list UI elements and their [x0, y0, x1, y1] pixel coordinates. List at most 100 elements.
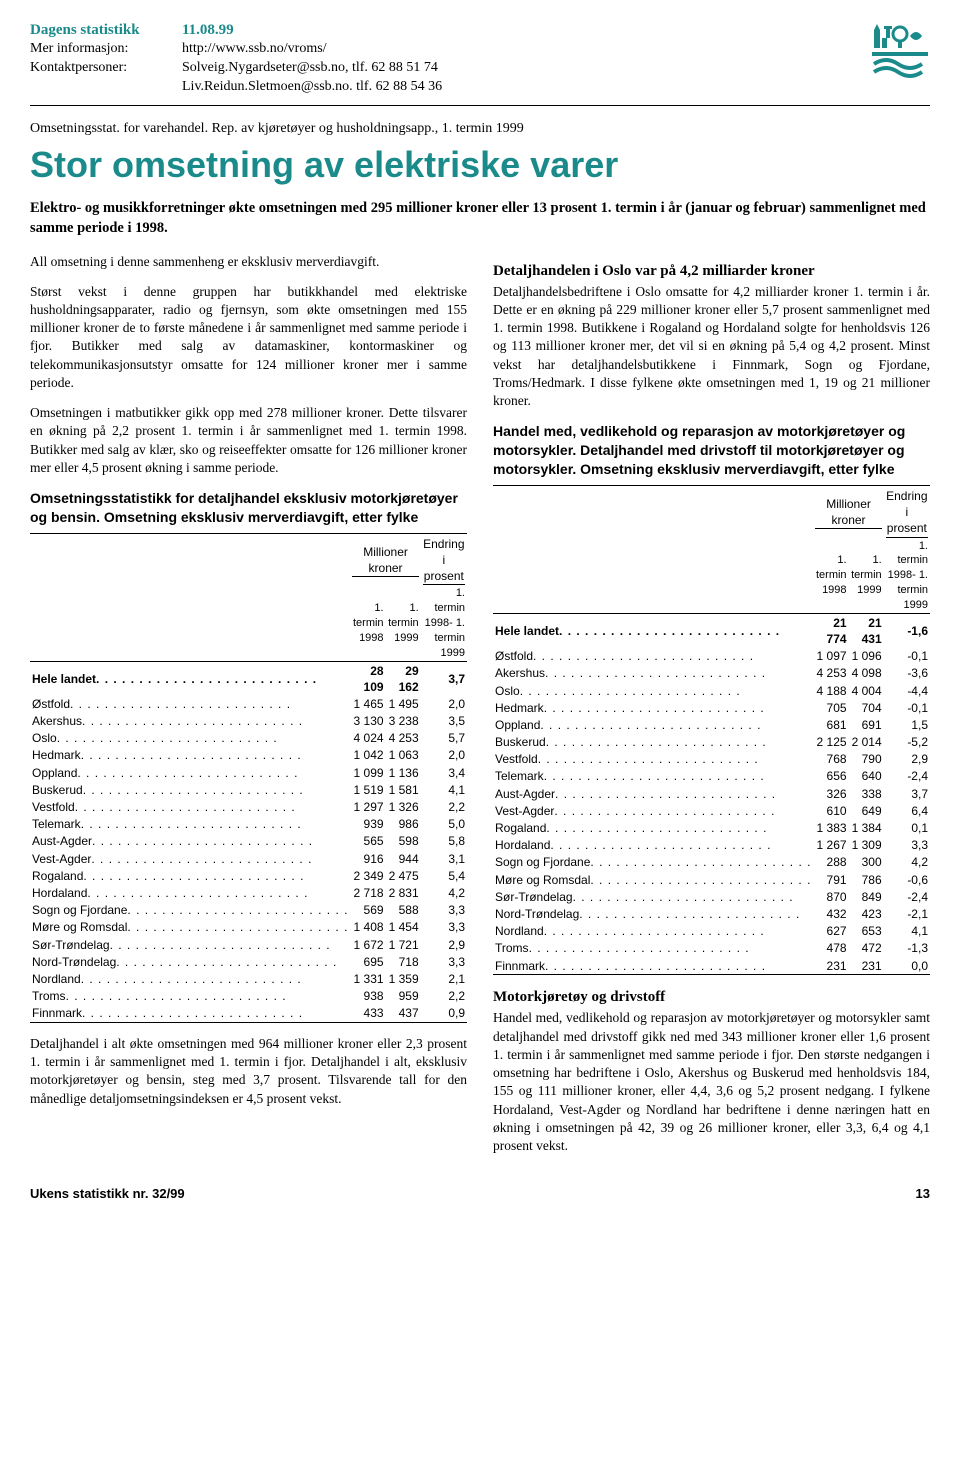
- right-para-2: Handel med, vedlikehold og reparasjon av…: [493, 1009, 930, 1155]
- table-row: Aust-Agder . . . . . . . . . . . . . . .…: [493, 785, 930, 802]
- region-cell: Nord-Trøndelag . . . . . . . . . . . . .…: [493, 905, 813, 922]
- footer-page-number: 13: [916, 1185, 930, 1203]
- region-cell: Rogaland . . . . . . . . . . . . . . . .…: [493, 820, 813, 837]
- left-para-3: Omsetningen i matbutikker gikk opp med 2…: [30, 404, 467, 477]
- table-row: Buskerud . . . . . . . . . . . . . . . .…: [493, 734, 930, 751]
- table-row: Møre og Romsdal . . . . . . . . . . . . …: [30, 919, 467, 936]
- contact-2: Liv.Reidun.Sletmoen@ssb.no. tlf. 62 88 5…: [182, 78, 442, 97]
- table-row: Vestfold . . . . . . . . . . . . . . . .…: [493, 751, 930, 768]
- region-cell: Finnmark . . . . . . . . . . . . . . . .…: [493, 957, 813, 974]
- region-cell: Akershus . . . . . . . . . . . . . . . .…: [493, 665, 813, 682]
- right-heading-1: Detaljhandelen i Oslo var på 4,2 milliar…: [493, 261, 930, 281]
- region-cell: Oslo . . . . . . . . . . . . . . . . . .…: [30, 730, 350, 747]
- region-cell: Hedmark . . . . . . . . . . . . . . . . …: [493, 699, 813, 716]
- region-cell: Buskerud . . . . . . . . . . . . . . . .…: [30, 781, 350, 798]
- table-row: Hele landet . . . . . . . . . . . . . . …: [30, 662, 467, 696]
- region-cell: Nordland . . . . . . . . . . . . . . . .…: [493, 923, 813, 940]
- header-rule: [30, 105, 930, 106]
- t2-group1: Millioner kroner: [815, 496, 881, 529]
- region-cell: Rogaland . . . . . . . . . . . . . . . .…: [30, 867, 350, 884]
- left-column: All omsetning i denne sammenheng er eksk…: [30, 253, 467, 1168]
- region-cell: Hordaland . . . . . . . . . . . . . . . …: [30, 884, 350, 901]
- table-row: Nordland . . . . . . . . . . . . . . . .…: [30, 970, 467, 987]
- table-row: Sogn og Fjordane . . . . . . . . . . . .…: [30, 902, 467, 919]
- right-para-1: Detaljhandelsbedriftene i Oslo omsatte f…: [493, 283, 930, 411]
- region-cell: Sør-Trøndelag . . . . . . . . . . . . . …: [30, 936, 350, 953]
- table1-title: Omsetningsstatistikk for detaljhandel ek…: [30, 489, 467, 527]
- table-row: Akershus . . . . . . . . . . . . . . . .…: [493, 665, 930, 682]
- region-cell: Aust-Agder . . . . . . . . . . . . . . .…: [30, 833, 350, 850]
- page-footer: Ukens statistikk nr. 32/99 13: [30, 1185, 930, 1203]
- table-row: Telemark . . . . . . . . . . . . . . . .…: [493, 768, 930, 785]
- table-row: Østfold . . . . . . . . . . . . . . . . …: [30, 695, 467, 712]
- footer-issue: Ukens statistikk nr. 32/99: [30, 1185, 185, 1203]
- table-row: Vestfold . . . . . . . . . . . . . . . .…: [30, 799, 467, 816]
- right-column: Detaljhandelen i Oslo var på 4,2 milliar…: [493, 253, 930, 1168]
- table-row: Møre og Romsdal . . . . . . . . . . . . …: [493, 871, 930, 888]
- table-row: Nordland . . . . . . . . . . . . . . . .…: [493, 923, 930, 940]
- t1-sub2: 1. termin 1999: [386, 586, 421, 662]
- region-cell: Vestfold . . . . . . . . . . . . . . . .…: [30, 799, 350, 816]
- region-cell: Akershus . . . . . . . . . . . . . . . .…: [30, 713, 350, 730]
- table-row: Finnmark . . . . . . . . . . . . . . . .…: [493, 957, 930, 974]
- region-cell: Oppland . . . . . . . . . . . . . . . . …: [30, 764, 350, 781]
- table-row: Rogaland . . . . . . . . . . . . . . . .…: [30, 867, 467, 884]
- table-row: Hele landet . . . . . . . . . . . . . . …: [493, 614, 930, 648]
- table-row: Sør-Trøndelag . . . . . . . . . . . . . …: [493, 888, 930, 905]
- table-row: Nord-Trøndelag . . . . . . . . . . . . .…: [493, 905, 930, 922]
- contact-1: Solveig.Nygardseter@ssb.no, tlf. 62 88 5…: [182, 59, 438, 78]
- table-row: Oslo . . . . . . . . . . . . . . . . . .…: [493, 682, 930, 699]
- t2-sub2: 1. termin 1999: [849, 538, 884, 614]
- region-cell: Sogn og Fjordane . . . . . . . . . . . .…: [30, 902, 350, 919]
- table-row: Oslo . . . . . . . . . . . . . . . . . .…: [30, 730, 467, 747]
- region-cell: Østfold . . . . . . . . . . . . . . . . …: [493, 648, 813, 665]
- region-cell: Sør-Trøndelag . . . . . . . . . . . . . …: [493, 888, 813, 905]
- table-row: Buskerud . . . . . . . . . . . . . . . .…: [30, 781, 467, 798]
- two-column-layout: All omsetning i denne sammenheng er eksk…: [30, 253, 930, 1168]
- table-row: Hedmark . . . . . . . . . . . . . . . . …: [493, 699, 930, 716]
- region-cell: Vest-Agder . . . . . . . . . . . . . . .…: [493, 802, 813, 819]
- header-date: 11.08.99: [182, 20, 234, 40]
- table-row: Nord-Trøndelag . . . . . . . . . . . . .…: [30, 953, 467, 970]
- subheading: Omsetningsstat. for varehandel. Rep. av …: [30, 120, 930, 139]
- region-cell: Østfold . . . . . . . . . . . . . . . . …: [30, 695, 350, 712]
- region-cell: Buskerud . . . . . . . . . . . . . . . .…: [493, 734, 813, 751]
- lead-paragraph: Elektro- og musikkforretninger økte omse…: [30, 199, 930, 238]
- header-title-label: Dagens statistikk: [30, 20, 182, 40]
- table-row: Rogaland . . . . . . . . . . . . . . . .…: [493, 820, 930, 837]
- region-cell: Troms . . . . . . . . . . . . . . . . . …: [493, 940, 813, 957]
- region-cell: Møre og Romsdal . . . . . . . . . . . . …: [30, 919, 350, 936]
- region-cell: Nord-Trøndelag . . . . . . . . . . . . .…: [30, 953, 350, 970]
- t1-group2: Endring i prosent: [423, 536, 465, 586]
- region-cell: Hordaland . . . . . . . . . . . . . . . …: [493, 837, 813, 854]
- table-1: Millioner kroner Endring i prosent 1. te…: [30, 533, 467, 1023]
- region-cell: Oppland . . . . . . . . . . . . . . . . …: [493, 716, 813, 733]
- table-row: Hordaland . . . . . . . . . . . . . . . …: [30, 884, 467, 901]
- left-para-1: All omsetning i denne sammenheng er eksk…: [30, 253, 467, 271]
- t1-sub1: 1. termin 1998: [350, 586, 385, 662]
- t1-group1: Millioner kroner: [352, 544, 418, 577]
- table-row: Vest-Agder . . . . . . . . . . . . . . .…: [30, 850, 467, 867]
- region-cell: Troms . . . . . . . . . . . . . . . . . …: [30, 988, 350, 1005]
- region-cell: Møre og Romsdal . . . . . . . . . . . . …: [493, 871, 813, 888]
- t2-group2: Endring i prosent: [886, 488, 928, 538]
- table-row: Telemark . . . . . . . . . . . . . . . .…: [30, 816, 467, 833]
- region-cell: Nordland . . . . . . . . . . . . . . . .…: [30, 970, 350, 987]
- region-cell: Aust-Agder . . . . . . . . . . . . . . .…: [493, 785, 813, 802]
- table-row: Troms . . . . . . . . . . . . . . . . . …: [493, 940, 930, 957]
- region-cell: Vest-Agder . . . . . . . . . . . . . . .…: [30, 850, 350, 867]
- region-cell: Sogn og Fjordane . . . . . . . . . . . .…: [493, 854, 813, 871]
- table-row: Hedmark . . . . . . . . . . . . . . . . …: [30, 747, 467, 764]
- region-cell: Telemark . . . . . . . . . . . . . . . .…: [30, 816, 350, 833]
- t1-sub3: 1. termin 1998- 1. termin 1999: [421, 586, 467, 662]
- table-row: Vest-Agder . . . . . . . . . . . . . . .…: [493, 802, 930, 819]
- table-row: Sør-Trøndelag . . . . . . . . . . . . . …: [30, 936, 467, 953]
- table-row: Oppland . . . . . . . . . . . . . . . . …: [493, 716, 930, 733]
- region-cell: Finnmark . . . . . . . . . . . . . . . .…: [30, 1005, 350, 1022]
- table-row: Akershus . . . . . . . . . . . . . . . .…: [30, 713, 467, 730]
- table-row: Finnmark . . . . . . . . . . . . . . . .…: [30, 1005, 467, 1022]
- table-2: Millioner kroner Endring i prosent 1. te…: [493, 485, 930, 975]
- table-row: Sogn og Fjordane . . . . . . . . . . . .…: [493, 854, 930, 871]
- table-row: Oppland . . . . . . . . . . . . . . . . …: [30, 764, 467, 781]
- t2-sub1: 1. termin 1998: [813, 538, 848, 614]
